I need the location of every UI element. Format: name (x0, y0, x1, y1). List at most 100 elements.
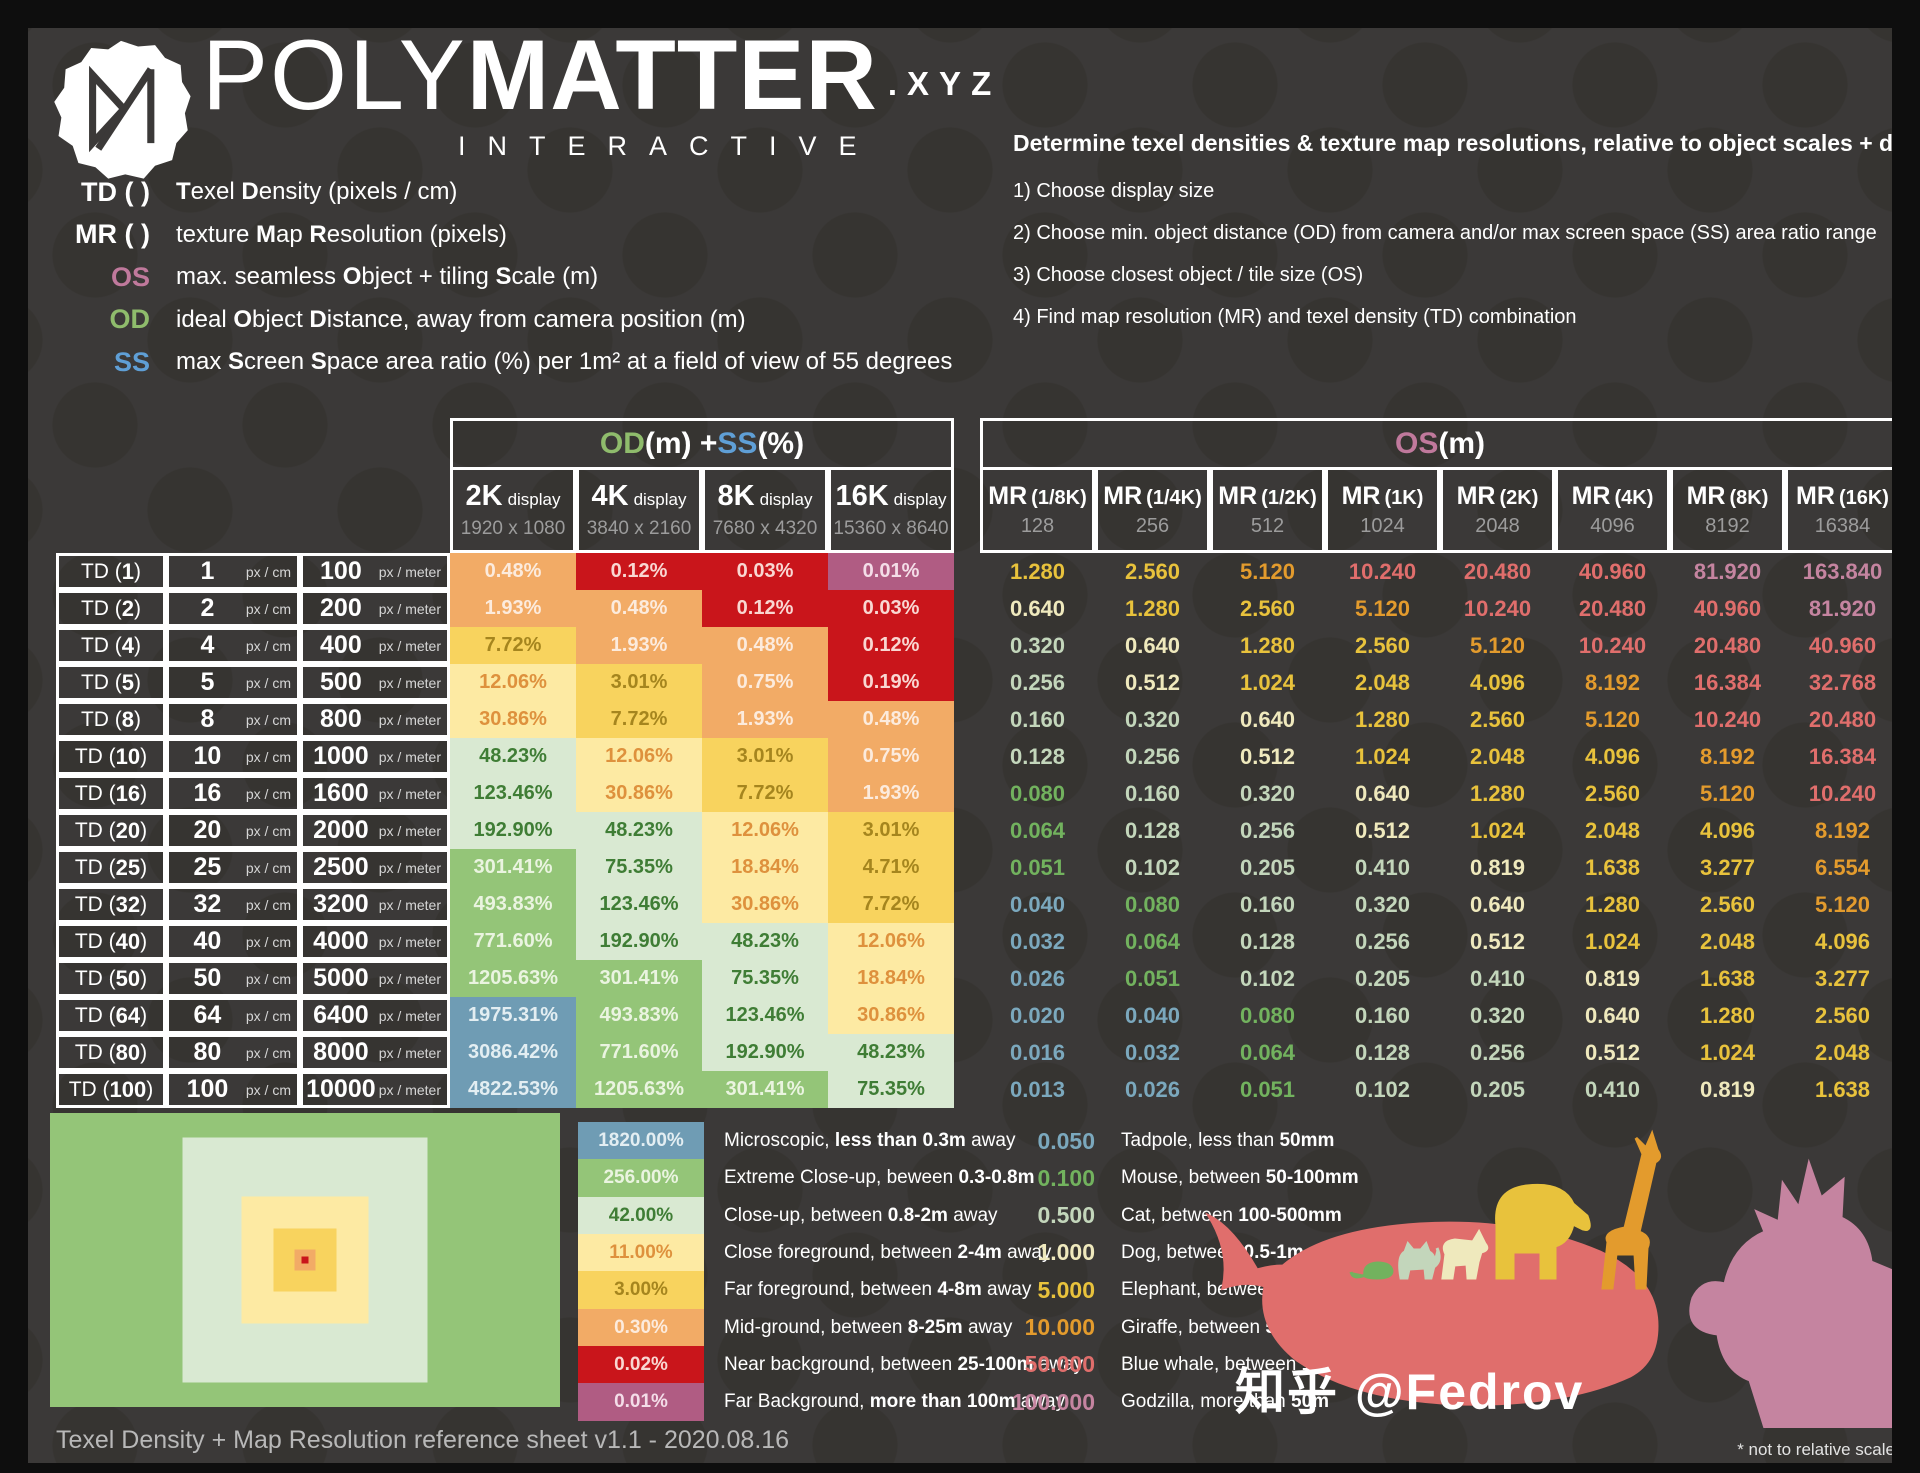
ss-legend-swatch: 11.00% (578, 1233, 704, 1272)
os-cell-blue-whale: 10.240 (1348, 559, 1417, 584)
td-label-cell: TD (1) (56, 553, 166, 590)
os-cell-giraffe: 5.120 (1354, 596, 1411, 621)
table-row: 0.020 0.040 0.080 0.160 0.320 0.640 1.280 2.560 (980, 997, 1900, 1034)
table-row: 0.032 0.064 0.128 0.256 0.512 1.024 2.048 4.096 (980, 923, 1900, 960)
display-header-2K: 2K display 1920 x 1080 (450, 467, 576, 553)
td-cm-cell: 2 px / cm (166, 590, 300, 627)
os-cell-cat: 0.160 (1124, 781, 1181, 806)
table-row: 771.60% 192.90% 48.23% 12.06% (450, 923, 954, 960)
mr-header-label: MR (1K) (1341, 482, 1424, 510)
os-cell-cat: 0.160 (1239, 892, 1296, 917)
td-label-cell: TD (50) (56, 960, 166, 997)
ss-legend-row: 42.00% Close-up, between 0.8-2m away (578, 1196, 998, 1235)
os-cell-godzilla: 81.920 (1693, 559, 1762, 584)
os-legend-description: Tadpole, less than 50mm (1121, 1130, 1335, 1151)
os-cell-elephant: 2.560 (1814, 1003, 1871, 1028)
os-legend-value: 0.500 (1037, 1202, 1095, 1229)
os-cell-elephant: 1.024 (1584, 929, 1641, 954)
key-legend-label: TD ( ) (81, 176, 150, 207)
td-cm-cell: 32 px / cm (166, 886, 300, 923)
td-cm-cell: 1 px / cm (166, 553, 300, 590)
os-legend-value: 5.000 (1037, 1276, 1095, 1303)
table-row: TD (100) 100 px / cm 10000 px / meter (56, 1071, 450, 1108)
os-cell-elephant: 1.024 (1699, 1040, 1756, 1065)
mr-header-label: MR (1/8K) (988, 482, 1087, 510)
os-cell-tadpole: 0.032 (1009, 929, 1066, 954)
os-cell-blue-whale: 10.240 (1578, 633, 1647, 658)
display-header-resolution: 15360 x 8640 (833, 518, 949, 539)
table-row: 1.280 2.560 5.120 10.240 20.480 40.960 81.920 1… (980, 553, 1900, 590)
os-cell-giraffe: 5.120 (1469, 633, 1526, 658)
ss-cell-close-foreground: 18.84% (702, 849, 828, 886)
td-cm-cell: 40 px / cm (166, 923, 300, 960)
instruction-step: 1) Choose display size (1013, 180, 1215, 202)
table-row: 0.080 0.160 0.320 0.640 1.280 2.560 5.120 10.24… (980, 775, 1900, 812)
mr-header-label: MR (1/4K) (1103, 482, 1202, 510)
ss-legend-row: 256.00% Extreme Close-up, beween 0.3-0.8m (578, 1159, 1035, 1198)
key-legend-label: SS (113, 346, 150, 377)
ss-legend-row: 0.01% Far Background, more than 100m away (578, 1383, 1065, 1422)
table-row: 0.320 0.640 1.280 2.560 5.120 10.240 20.480 40.… (980, 627, 1900, 664)
td-meter-cell: 5000 px / meter (300, 960, 450, 997)
display-header-size: 4K display (591, 480, 687, 512)
os-cell-tadpole: 0.020 (1009, 1003, 1066, 1028)
footer-version-text: Texel Density + Map Resolution reference… (56, 1426, 790, 1454)
os-cell-godzilla: 81.920 (1808, 596, 1877, 621)
ss-cell-close-foreground: 30.86% (576, 775, 702, 812)
table-row: 0.256 0.512 1.024 2.048 4.096 8.192 16.384 32.7… (980, 664, 1900, 701)
os-cell-cat: 0.320 (1009, 633, 1066, 658)
os-cell-mouse: 0.080 (1124, 892, 1181, 917)
os-cell-elephant: 1.024 (1469, 818, 1526, 843)
brand-tld: .XYZ (887, 65, 1002, 102)
td-cm-cell: 4 px / cm (166, 627, 300, 664)
mr-header-pixels: 4096 (1590, 515, 1635, 537)
ss-cell-microscopic: 4822.53% (450, 1071, 576, 1108)
ss-cell-extreme-closeup: 301.41% (576, 960, 702, 997)
os-cell-dog: 0.512 (1469, 929, 1526, 954)
mr-header-128: MR (1/8K) 128 (980, 467, 1095, 553)
godzilla-icon (1689, 1158, 1895, 1428)
os-cell-cat: 0.205 (1469, 1077, 1526, 1102)
os-cell-giraffe: 5.120 (1814, 892, 1871, 917)
key-legend-description: max. seamless Object + tiling Scale (m) (176, 263, 599, 290)
ss-cell-closeup: 75.35% (828, 1071, 954, 1108)
os-cell-elephant: 2.560 (1469, 707, 1526, 732)
os-cell-cat: 0.128 (1009, 744, 1066, 769)
os-cell-giraffe: 6.554 (1814, 855, 1871, 880)
os-cell-elephant: 1.280 (1699, 1003, 1756, 1028)
ss-cell-close-foreground: 12.06% (828, 923, 954, 960)
mr-header-pixels: 1024 (1360, 515, 1405, 537)
ss-cell-near-background: 0.19% (828, 664, 954, 701)
os-cell-elephant: 3.277 (1814, 966, 1871, 991)
os-cell-tadpole: 0.032 (1124, 1040, 1181, 1065)
td-meter-cell: 200 px / meter (300, 590, 450, 627)
key-legend-row: OS max. seamless Object + tiling Scale (m… (58, 261, 598, 293)
td-cm-cell: 20 px / cm (166, 812, 300, 849)
table-row: 3086.42% 771.60% 192.90% 48.23% (450, 1034, 954, 1071)
display-header-resolution: 3840 x 2160 (586, 518, 692, 539)
ss-legend-description: Microscopic, less than 0.3m away (724, 1130, 1016, 1151)
os-cell-giraffe: 5.120 (1699, 781, 1756, 806)
td-cm-cell: 25 px / cm (166, 849, 300, 886)
ss-cell-mid-ground: 1.93% (828, 775, 954, 812)
ss-legend-row: 0.02% Near background, between 25-100m aw… (578, 1345, 1083, 1384)
td-meter-cell: 1000 px / meter (300, 738, 450, 775)
key-legend-label: MR ( ) (75, 219, 150, 249)
os-cell-cat: 0.320 (1124, 707, 1181, 732)
dog-icon (1441, 1228, 1489, 1280)
key-legend-row: MR ( ) texture Map Resolution (pixels) (58, 219, 507, 251)
ss-cell-mid-ground: 0.48% (576, 590, 702, 627)
ss-legend-swatch: 0.02% (578, 1345, 704, 1384)
os-cell-godzilla: 163.840 (1802, 559, 1883, 584)
table-row: 48.23% 12.06% 3.01% 0.75% (450, 738, 954, 775)
os-cell-giraffe: 8.192 (1584, 670, 1641, 695)
brand-subtitle: INTERACTIVE (458, 131, 879, 161)
key-legend-row: OD ideal Object Distance, away from camer… (58, 304, 746, 336)
key-legend-description: max Screen Space area ratio (%) per 1m² … (176, 348, 953, 375)
ss-cell-extreme-closeup: 301.41% (702, 1071, 828, 1108)
os-cell-cat: 0.320 (1354, 892, 1411, 917)
ss-cell-closeup: 192.90% (450, 812, 576, 849)
ss-cell-far-foreground: 7.72% (450, 627, 576, 664)
ss-legend-swatch: 1820.00% (578, 1122, 704, 1160)
right-table-header: OS (m) (980, 418, 1900, 470)
